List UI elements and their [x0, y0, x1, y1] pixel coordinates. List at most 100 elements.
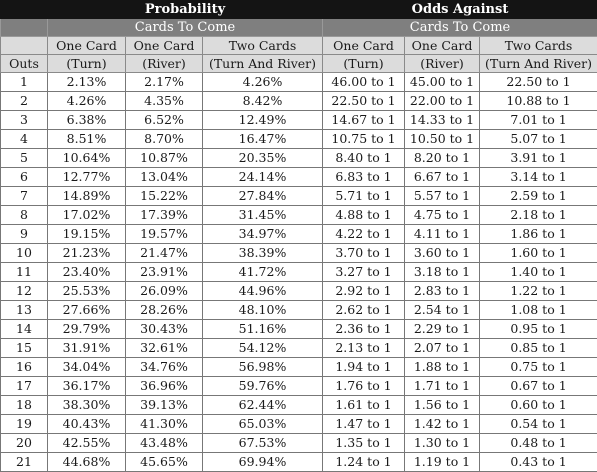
odds-river-cell: 8.20 to 1	[405, 149, 480, 168]
odds-turn-cell: 4.22 to 1	[323, 225, 405, 244]
odds-river-cell: 3.18 to 1	[405, 263, 480, 282]
odds-turn-cell: 2.62 to 1	[323, 301, 405, 320]
odds-turn-cell: 22.50 to 1	[323, 92, 405, 111]
outs-cell: 3	[1, 111, 48, 130]
col-one-card-prob-river: One Card	[126, 37, 203, 55]
odds-turn-river-cell: 0.48 to 1	[480, 434, 597, 453]
prob-turn-cell: 25.53%	[48, 282, 126, 301]
prob-turn-cell: 27.66%	[48, 301, 126, 320]
outs-cell: 11	[1, 263, 48, 282]
odds-turn-river-cell: 0.95 to 1	[480, 320, 597, 339]
odds-river-cell: 45.00 to 1	[405, 73, 480, 92]
odds-turn-river-cell: 0.67 to 1	[480, 377, 597, 396]
prob-turn-river-cell: 51.16%	[203, 320, 323, 339]
prob-turn-cell: 40.43%	[48, 415, 126, 434]
prob-turn-river-cell: 4.26%	[203, 73, 323, 92]
col-river-odds: (River)	[405, 55, 480, 73]
odds-turn-cell: 46.00 to 1	[323, 73, 405, 92]
prob-river-cell: 45.65%	[126, 453, 203, 472]
prob-turn-cell: 36.17%	[48, 377, 126, 396]
outs-cell: 13	[1, 301, 48, 320]
odds-turn-river-cell: 2.18 to 1	[480, 206, 597, 225]
prob-turn-river-cell: 16.47%	[203, 130, 323, 149]
odds-river-cell: 3.60 to 1	[405, 244, 480, 263]
odds-turn-cell: 4.88 to 1	[323, 206, 405, 225]
odds-river-cell: 2.83 to 1	[405, 282, 480, 301]
prob-turn-river-cell: 54.12%	[203, 339, 323, 358]
odds-turn-river-cell: 3.91 to 1	[480, 149, 597, 168]
prob-river-cell: 13.04%	[126, 168, 203, 187]
prob-river-cell: 17.39%	[126, 206, 203, 225]
outs-cell: 8	[1, 206, 48, 225]
outs-cell: 14	[1, 320, 48, 339]
odds-turn-cell: 1.47 to 1	[323, 415, 405, 434]
outs-cell: 20	[1, 434, 48, 453]
odds-river-cell: 1.42 to 1	[405, 415, 480, 434]
probability-header: Probability	[48, 1, 323, 19]
outs-cell: 16	[1, 358, 48, 377]
column-header-row-2: Outs (Turn) (River) (Turn And River) (Tu…	[1, 55, 597, 73]
prob-turn-river-cell: 65.03%	[203, 415, 323, 434]
prob-river-cell: 34.76%	[126, 358, 203, 377]
prob-turn-cell: 12.77%	[48, 168, 126, 187]
prob-turn-river-cell: 8.42%	[203, 92, 323, 111]
prob-turn-river-cell: 48.10%	[203, 301, 323, 320]
prob-turn-cell: 34.04%	[48, 358, 126, 377]
odds-turn-cell: 8.40 to 1	[323, 149, 405, 168]
prob-turn-river-cell: 38.39%	[203, 244, 323, 263]
odds-turn-cell: 2.13 to 1	[323, 339, 405, 358]
odds-against-header: Odds Against	[323, 1, 597, 19]
prob-turn-cell: 14.89%	[48, 187, 126, 206]
prob-turn-cell: 29.79%	[48, 320, 126, 339]
outs-cell: 7	[1, 187, 48, 206]
col-two-cards-odds: Two Cards	[480, 37, 597, 55]
prob-river-cell: 4.35%	[126, 92, 203, 111]
outs-cell: 5	[1, 149, 48, 168]
odds-turn-river-cell: 1.40 to 1	[480, 263, 597, 282]
group-header-row: Probability Odds Against	[1, 1, 597, 19]
odds-river-cell: 1.30 to 1	[405, 434, 480, 453]
corner-cell	[1, 1, 48, 19]
odds-river-cell: 22.00 to 1	[405, 92, 480, 111]
outs-cell: 15	[1, 339, 48, 358]
odds-river-cell: 14.33 to 1	[405, 111, 480, 130]
odds-turn-cell: 2.36 to 1	[323, 320, 405, 339]
prob-river-cell: 36.96%	[126, 377, 203, 396]
outs-cell: 18	[1, 396, 48, 415]
prob-river-cell: 15.22%	[126, 187, 203, 206]
odds-turn-cell: 3.27 to 1	[323, 263, 405, 282]
column-header-row-1: One Card One Card Two Cards One Card One…	[1, 37, 597, 55]
col-turn-and-river-odds: (Turn And River)	[480, 55, 597, 73]
prob-river-cell: 8.70%	[126, 130, 203, 149]
odds-river-cell: 2.54 to 1	[405, 301, 480, 320]
prob-turn-river-cell: 56.98%	[203, 358, 323, 377]
odds-river-cell: 1.88 to 1	[405, 358, 480, 377]
col-turn-odds: (Turn)	[323, 55, 405, 73]
prob-turn-river-cell: 62.44%	[203, 396, 323, 415]
odds-river-cell: 2.29 to 1	[405, 320, 480, 339]
prob-turn-river-cell: 24.14%	[203, 168, 323, 187]
odds-turn-river-cell: 1.22 to 1	[480, 282, 597, 301]
odds-turn-cell: 1.24 to 1	[323, 453, 405, 472]
prob-turn-river-cell: 69.94%	[203, 453, 323, 472]
odds-river-cell: 1.19 to 1	[405, 453, 480, 472]
prob-turn-cell: 23.40%	[48, 263, 126, 282]
odds-turn-river-cell: 1.60 to 1	[480, 244, 597, 263]
odds-turn-cell: 5.71 to 1	[323, 187, 405, 206]
prob-turn-river-cell: 27.84%	[203, 187, 323, 206]
odds-turn-cell: 1.76 to 1	[323, 377, 405, 396]
col-river-prob: (River)	[126, 55, 203, 73]
prob-turn-river-cell: 44.96%	[203, 282, 323, 301]
odds-river-cell: 10.50 to 1	[405, 130, 480, 149]
